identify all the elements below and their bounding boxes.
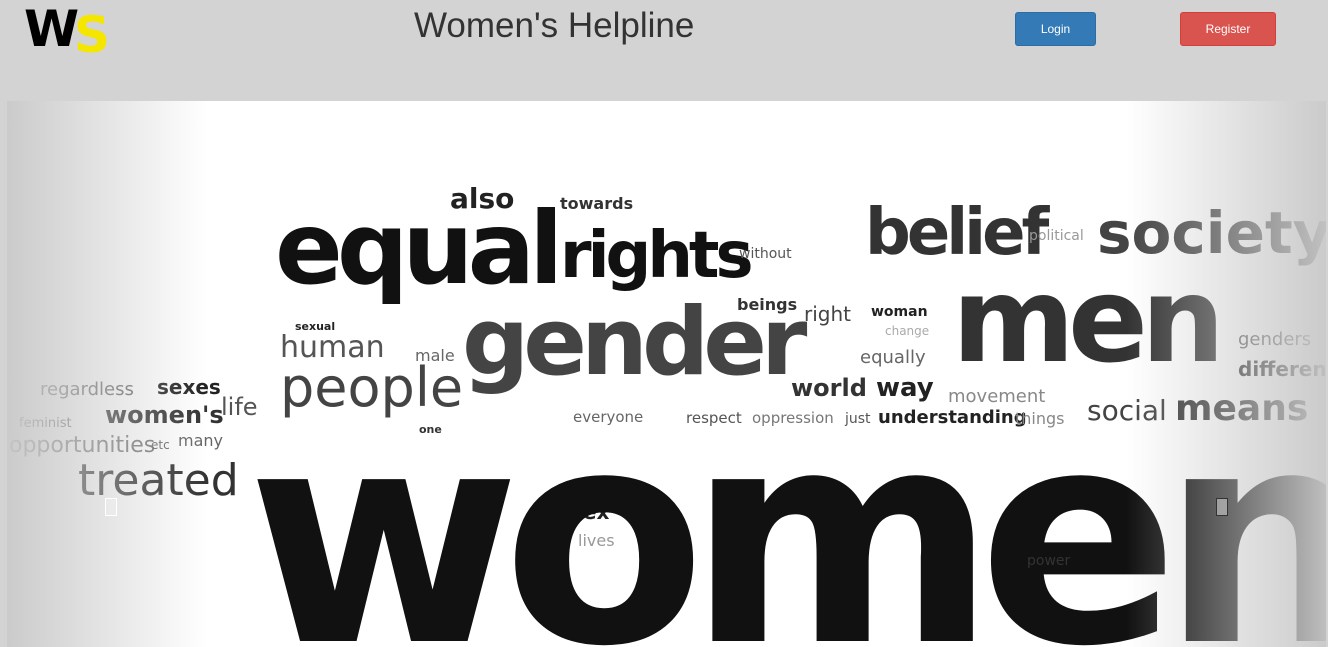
ws-logo: W S (24, 2, 110, 54)
word-cloud-word: sexes (157, 375, 221, 399)
word-cloud-word: sex (571, 500, 610, 524)
word-cloud-word: woman (871, 304, 928, 320)
word-cloud-word: right (804, 302, 851, 326)
word-cloud-word: towards (560, 194, 634, 213)
word-cloud-word: equally (860, 347, 926, 368)
word-cloud-word: things (1015, 409, 1065, 428)
chevron-left-icon[interactable] (105, 498, 117, 516)
word-cloud-word: men (952, 251, 1225, 389)
word-cloud-word: one (419, 423, 442, 436)
word-cloud-word: regardless (40, 379, 134, 400)
svg-text:W: W (24, 2, 79, 54)
word-cloud-word: everyone (573, 408, 644, 426)
word-cloud-word: women (247, 366, 1326, 647)
page-title: Women's Helpline (414, 6, 695, 45)
svg-text:S: S (74, 6, 110, 54)
chevron-right-icon[interactable] (1216, 498, 1228, 516)
word-cloud-word: gender (462, 288, 807, 397)
word-cloud-word: male (415, 346, 455, 365)
word-cloud-word: lives (578, 531, 615, 550)
word-cloud-word: beings (737, 295, 798, 314)
word-cloud-word: belief (865, 196, 1049, 270)
word-cloud-word: equal (275, 190, 563, 307)
login-button[interactable]: Login (1015, 12, 1096, 46)
word-cloud-word: sexual (295, 320, 336, 333)
word-cloud-word: world (791, 374, 867, 402)
word-cloud-word: power (1027, 553, 1071, 569)
word-cloud-word: without (739, 246, 792, 262)
word-cloud-word: opportunities (9, 433, 156, 458)
word-cloud-word: human (280, 330, 385, 365)
word-cloud-word: treated (78, 455, 239, 506)
word-cloud-word: also (450, 182, 515, 215)
word-cloud-word: feminist (19, 416, 72, 431)
carousel-fade-left (7, 101, 207, 647)
word-cloud-word: life (221, 393, 258, 421)
image-carousel: also towards equal rights without belief polit… (7, 101, 1326, 647)
register-button[interactable]: Register (1180, 12, 1276, 46)
header: W S Women's Helpline Login Register (0, 0, 1328, 101)
word-cloud-word: just (845, 411, 871, 427)
word-cloud-word: oppression (752, 409, 834, 427)
word-cloud-word: understanding (878, 407, 1027, 428)
word-cloud-word: rights (560, 219, 754, 293)
word-cloud-word: women's (105, 401, 224, 429)
word-cloud-word: people (280, 356, 464, 419)
word-cloud-word: respect (686, 409, 742, 427)
word-cloud-word: many (178, 431, 223, 450)
word-cloud-word: movement (948, 386, 1046, 407)
word-cloud-word: way (876, 373, 934, 403)
word-cloud-word: genders (1238, 329, 1312, 350)
word-cloud-word: change (885, 324, 930, 338)
word-cloud-word: political (1029, 228, 1084, 244)
word-cloud-word: etc (151, 438, 170, 452)
